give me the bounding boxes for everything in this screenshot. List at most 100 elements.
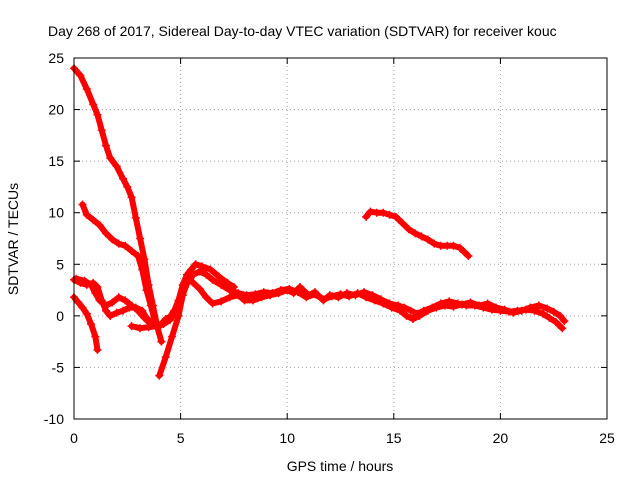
data-point — [556, 311, 565, 320]
data-point — [78, 303, 87, 312]
data-point — [76, 71, 85, 80]
data-point — [475, 301, 484, 310]
data-point — [362, 293, 371, 302]
y-tick-label: -10 — [44, 411, 64, 427]
data-point — [464, 252, 473, 261]
series-track-f — [127, 275, 567, 333]
data-point — [404, 225, 413, 234]
data-point — [206, 265, 215, 274]
series-track-h — [362, 207, 473, 261]
data-point — [234, 289, 243, 298]
data-point — [178, 291, 187, 300]
data-point — [106, 154, 115, 163]
data-point — [138, 265, 147, 274]
data-point — [165, 315, 174, 324]
data-point — [509, 308, 518, 317]
data-point — [157, 337, 166, 346]
data-point — [379, 299, 388, 308]
data-point — [136, 234, 145, 243]
data-point — [91, 289, 100, 298]
data-point — [526, 303, 535, 312]
data-point — [455, 243, 464, 252]
data-point — [387, 303, 396, 312]
data-point — [517, 306, 526, 315]
data-point — [144, 323, 153, 332]
data-point — [121, 241, 130, 250]
data-point — [285, 285, 294, 294]
data-point — [142, 286, 151, 295]
data-point — [423, 306, 432, 315]
data-point — [127, 193, 136, 202]
x-tick-label: 0 — [70, 430, 78, 446]
y-tick-label: 0 — [56, 308, 64, 324]
data-point — [560, 317, 569, 326]
data-point — [249, 296, 258, 305]
data-point — [362, 212, 371, 221]
data-point — [93, 110, 102, 119]
data-point — [551, 318, 560, 327]
data-point — [195, 267, 204, 276]
data-point — [558, 324, 567, 333]
data-point — [159, 320, 168, 329]
data-point — [80, 276, 89, 285]
data-point — [242, 291, 251, 300]
data-point — [415, 311, 424, 320]
data-point — [543, 304, 552, 313]
data-point — [214, 272, 223, 281]
data-point — [440, 301, 449, 310]
data-point — [97, 126, 106, 135]
data-point — [345, 292, 354, 301]
data-point — [545, 313, 554, 322]
y-tick-label: 20 — [48, 102, 64, 118]
y-tick-label: -5 — [52, 359, 65, 375]
x-tick-label: 25 — [599, 430, 615, 446]
data-point — [353, 289, 362, 298]
data-point — [466, 298, 475, 307]
data-point — [534, 301, 543, 310]
series-track-a — [70, 64, 166, 346]
data-point — [87, 320, 96, 329]
data-point — [93, 345, 102, 354]
data-point — [396, 306, 405, 315]
data-point — [82, 210, 91, 219]
data-point — [483, 299, 492, 308]
data-point — [155, 371, 164, 380]
data-point — [327, 292, 336, 301]
data-point — [89, 100, 98, 109]
data-point — [127, 322, 136, 331]
data-point — [208, 299, 217, 308]
data-point — [539, 309, 548, 318]
grid — [74, 58, 607, 419]
data-point — [89, 215, 98, 224]
data-point — [302, 293, 311, 302]
data-point — [91, 332, 100, 341]
data-point — [174, 311, 183, 320]
data-point — [153, 322, 162, 331]
data-point — [101, 301, 110, 310]
data-point — [406, 306, 415, 315]
data-point — [195, 285, 204, 294]
data-point — [423, 235, 432, 244]
data-point — [108, 235, 117, 244]
y-tick-label: 25 — [48, 50, 64, 66]
data-point — [114, 239, 123, 248]
data-point — [319, 295, 328, 304]
data-point — [187, 265, 196, 274]
data-point — [430, 239, 439, 248]
data-point — [225, 286, 234, 295]
data-point — [197, 262, 206, 271]
data-point — [182, 278, 191, 287]
data-point — [408, 314, 417, 323]
data-point — [268, 289, 277, 298]
data-point — [449, 241, 458, 250]
data-point — [379, 208, 388, 217]
data-point — [295, 282, 304, 291]
data-point — [101, 141, 110, 150]
data-point — [127, 246, 136, 255]
data-point — [208, 275, 217, 284]
data-point — [161, 353, 170, 362]
data-point — [140, 313, 149, 322]
data-point — [460, 247, 469, 256]
data-point — [336, 290, 345, 299]
